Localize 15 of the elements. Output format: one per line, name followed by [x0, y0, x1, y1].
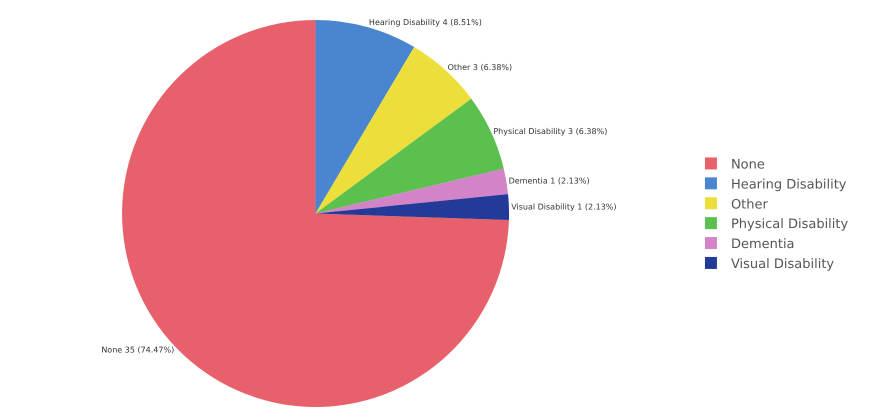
legend-label: Other	[730, 197, 769, 212]
pie-slice	[316, 168, 508, 214]
legend-label: None	[730, 158, 765, 173]
legend-label: Physical Disability	[730, 217, 848, 232]
legend-label: Dementia	[730, 237, 795, 252]
data-label: Physical Disability 3 (6.38%)	[493, 126, 608, 136]
data-label: None 35 (74.47%)	[101, 346, 174, 355]
data-label: Other 3 (6.38%)	[448, 63, 512, 72]
data-label: Dementia 1 (2.13%)	[508, 176, 590, 186]
data-label: Hearing Disability 4 (8.51%)	[368, 18, 482, 28]
legend-label: Hearing Disability	[730, 177, 847, 192]
legend-label: Visual Disability	[730, 257, 834, 272]
pie-slice	[316, 194, 510, 220]
pie-slice	[316, 47, 472, 214]
data-label: Visual Disability 1 (2.13%)	[511, 202, 617, 212]
